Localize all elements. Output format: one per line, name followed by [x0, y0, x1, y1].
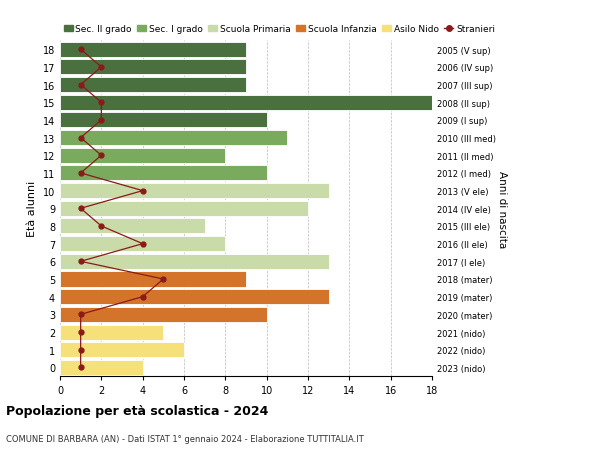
Bar: [60, 272, 246, 287]
Bar: [60, 148, 226, 163]
Legend: Sec. II grado, Sec. I grado, Scuola Primaria, Scuola Infanzia, Asilo Nido, Stran: Sec. II grado, Sec. I grado, Scuola Prim…: [60, 22, 499, 38]
Bar: [60, 307, 266, 322]
Bar: [60, 166, 266, 181]
Bar: [60, 60, 246, 75]
Bar: [60, 202, 308, 216]
Text: COMUNE DI BARBARA (AN) - Dati ISTAT 1° gennaio 2024 - Elaborazione TUTTITALIA.IT: COMUNE DI BARBARA (AN) - Dati ISTAT 1° g…: [6, 434, 364, 443]
Bar: [60, 78, 246, 93]
Bar: [60, 184, 329, 199]
Bar: [60, 131, 287, 146]
Y-axis label: Anni di nascita: Anni di nascita: [497, 170, 507, 247]
Bar: [60, 342, 184, 358]
Bar: [60, 254, 329, 269]
Bar: [60, 237, 226, 252]
Y-axis label: Età alunni: Età alunni: [27, 181, 37, 237]
Bar: [60, 95, 432, 111]
Bar: [60, 325, 163, 340]
Bar: [60, 113, 266, 128]
Bar: [60, 219, 205, 234]
Bar: [60, 290, 329, 304]
Bar: [60, 43, 246, 58]
Bar: [60, 360, 143, 375]
Text: Popolazione per età scolastica - 2024: Popolazione per età scolastica - 2024: [6, 404, 268, 417]
